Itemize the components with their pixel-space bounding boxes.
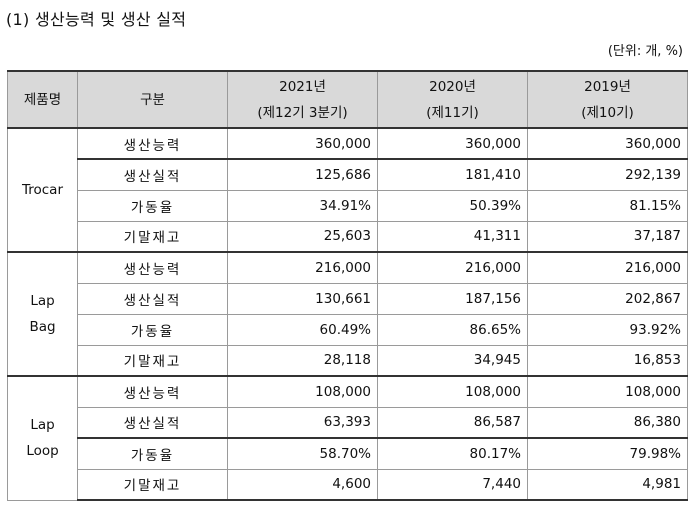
row-label: 생산능력 xyxy=(77,127,228,160)
cell-2019: 16,853 xyxy=(527,344,688,377)
row-label: 가동율 xyxy=(77,437,228,470)
cell-2021: 25,603 xyxy=(227,220,378,253)
row-label: 기말재고 xyxy=(77,344,228,377)
product-name-line: Trocar xyxy=(21,182,64,198)
table-row: 생산실적 63,393 86,587 86,380 xyxy=(8,406,688,439)
row-label: 생산실적 xyxy=(77,406,228,439)
row-label: 가동율 xyxy=(77,313,228,346)
table-row: Lap Loop 생산능력 108,000 108,000 108,000 xyxy=(7,375,688,501)
product-name-line: Bag xyxy=(29,319,56,335)
cell-2020: 7,440 xyxy=(377,468,528,501)
table-row: Lap Bag 생산능력 216,000 216,000 216,000 xyxy=(7,251,688,377)
row-label: 생산능력 xyxy=(77,251,228,284)
product-name-lap-bag: Lap Bag xyxy=(7,251,78,377)
product-name-line: Loop xyxy=(26,443,59,460)
production-table: 제품명 구분 2021년 (제12기 3분기) 2020년 (제11기) 201… xyxy=(7,70,688,501)
header-category: 구분 xyxy=(77,70,228,129)
header-2020-year: 2020년 xyxy=(429,78,476,95)
product-name-lap-loop: Lap Loop xyxy=(7,375,78,501)
unit-note: (단위: 개, %) xyxy=(607,44,683,59)
cell-2020: 360,000 xyxy=(377,127,528,160)
cell-2019: 4,981 xyxy=(527,468,688,501)
header-2019-period: (제10기) xyxy=(581,104,634,121)
row-label: 기말재고 xyxy=(77,220,228,253)
cell-2021: 28,118 xyxy=(227,344,378,377)
cell-2020: 216,000 xyxy=(377,251,528,284)
cell-2021: 130,661 xyxy=(227,282,378,315)
cell-2019: 360,000 xyxy=(527,127,688,160)
product-name-line: Lap xyxy=(30,417,55,434)
row-label: 기말재고 xyxy=(77,468,228,501)
cell-2019: 202,867 xyxy=(527,282,688,315)
section-title: (1) 생산능력 및 생산 실적 xyxy=(6,10,187,29)
cell-2021: 63,393 xyxy=(227,406,378,439)
cell-2021: 125,686 xyxy=(227,158,378,191)
header-2021: 2021년 (제12기 3분기) xyxy=(227,70,378,129)
cell-2020: 86.65% xyxy=(377,313,528,346)
cell-2019: 292,139 xyxy=(527,158,688,191)
table-row: 기말재고 28,118 34,945 16,853 xyxy=(8,344,688,377)
cell-2019: 216,000 xyxy=(527,251,688,284)
row-label: 가동율 xyxy=(77,189,228,222)
table-row: 생산실적 130,661 187,156 202,867 xyxy=(8,282,688,315)
table-row: 기말재고 4,600 7,440 4,981 xyxy=(8,468,688,501)
header-2019: 2019년 (제10기) xyxy=(527,70,688,129)
header-2021-year: 2021년 xyxy=(279,78,326,95)
product-name-trocar: Trocar xyxy=(7,127,78,253)
header-product: 제품명 xyxy=(7,70,78,129)
cell-2020: 86,587 xyxy=(377,406,528,439)
table-row: 가동율 34.91% 50.39% 81.15% xyxy=(8,189,688,222)
cell-2021: 108,000 xyxy=(227,375,378,408)
row-label: 생산실적 xyxy=(77,282,228,315)
cell-2021: 34.91% xyxy=(227,189,378,222)
header-2019-year: 2019년 xyxy=(584,78,631,95)
cell-2019: 81.15% xyxy=(527,189,688,222)
header-row: 제품명 구분 2021년 (제12기 3분기) 2020년 (제11기) 201… xyxy=(7,70,688,129)
cell-2020: 187,156 xyxy=(377,282,528,315)
cell-2019: 108,000 xyxy=(527,375,688,408)
table-row: 가동율 58.70% 80.17% 79.98% xyxy=(8,437,688,470)
cell-2021: 58.70% xyxy=(227,437,378,470)
cell-2020: 34,945 xyxy=(377,344,528,377)
cell-2020: 181,410 xyxy=(377,158,528,191)
cell-2020: 80.17% xyxy=(377,437,528,470)
table-row: 기말재고 25,603 41,311 37,187 xyxy=(8,220,688,253)
product-name-line: Lap xyxy=(30,293,55,309)
table-row: 가동율 60.49% 86.65% 93.92% xyxy=(8,313,688,346)
cell-2019: 86,380 xyxy=(527,406,688,439)
cell-2019: 37,187 xyxy=(527,220,688,253)
header-2020-period: (제11기) xyxy=(426,104,479,121)
table-row: Trocar 생산능력 360,000 360,000 360,000 xyxy=(7,127,688,253)
cell-2021: 360,000 xyxy=(227,127,378,160)
table-row: 생산실적 125,686 181,410 292,139 xyxy=(8,158,688,191)
cell-2020: 41,311 xyxy=(377,220,528,253)
cell-2020: 108,000 xyxy=(377,375,528,408)
header-2020: 2020년 (제11기) xyxy=(377,70,528,129)
row-label: 생산실적 xyxy=(77,158,228,191)
cell-2020: 50.39% xyxy=(377,189,528,222)
cell-2021: 4,600 xyxy=(227,468,378,501)
cell-2019: 79.98% xyxy=(527,437,688,470)
cell-2021: 216,000 xyxy=(227,251,378,284)
cell-2019: 93.92% xyxy=(527,313,688,346)
header-2021-period: (제12기 3분기) xyxy=(257,104,348,121)
row-label: 생산능력 xyxy=(77,375,228,408)
cell-2021: 60.49% xyxy=(227,313,378,346)
